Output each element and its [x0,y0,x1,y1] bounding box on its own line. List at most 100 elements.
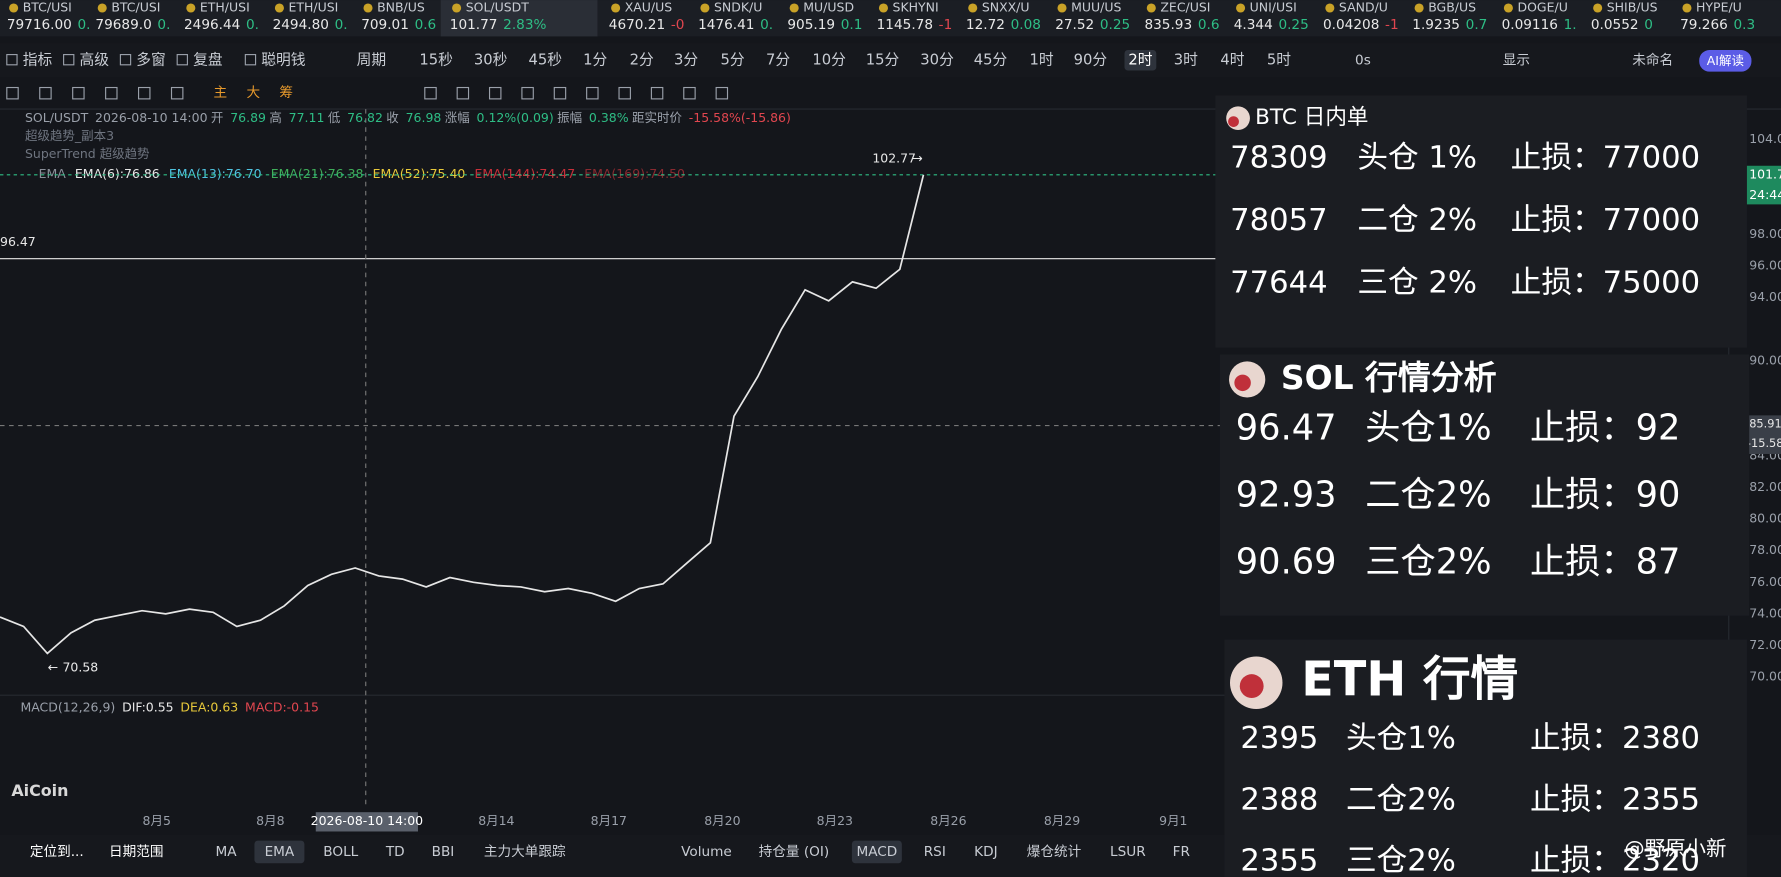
tool-button[interactable]: 指标 [23,51,53,68]
ticker-quote[interactable]: 0.09116 1. [1502,17,1577,33]
period-button[interactable]: 45秒 [528,51,562,68]
ticker-name[interactable]: BGB/US [1428,0,1476,15]
ticker-name[interactable]: MU/USD [803,0,854,15]
ticker-name[interactable]: UNI/USI [1250,0,1297,15]
bottom-tab[interactable]: EMA [265,844,295,860]
level-label: 96.47 [0,234,36,249]
bottom-tab[interactable]: MA [215,844,237,860]
bottom-tab[interactable]: BOLL [323,844,358,860]
period-button[interactable]: 30分 [920,51,954,68]
toolbar-right[interactable]: 显示 [1503,52,1530,68]
ticker-name[interactable]: ZEC/USI [1160,0,1210,15]
period-button[interactable]: 90分 [1074,51,1108,68]
period-button[interactable]: 5分 [721,51,745,68]
ticker-name[interactable]: SAND/U [1339,0,1388,15]
ticker-name[interactable]: SKHYNI [893,0,939,15]
bottom-tab[interactable]: 爆仓统计 [1027,844,1082,860]
ticker-name[interactable]: XAU/US [625,0,673,15]
ticker-quote[interactable]: 0.04208 -1 [1323,17,1399,33]
bottom-tab[interactable]: TD [385,844,405,860]
bottom-tab[interactable]: KDJ [974,844,997,860]
ticker-icon [1593,3,1603,13]
ticker-name[interactable]: BNB/US [377,0,425,15]
indicator-label: SuperTrend 超级趋势 [25,146,150,161]
ticker-quote[interactable]: 1145.78 -1 [877,17,953,33]
info-item: 0.38% [589,110,629,125]
panel-cell: 96.47 [1236,407,1337,448]
period-button[interactable]: 15秒 [419,51,453,68]
period-button[interactable]: 5时 [1267,51,1291,68]
period-button[interactable]: 45分 [974,51,1008,68]
ticker-quote[interactable]: 79689.0 0. [95,17,170,33]
ticker-quote[interactable]: 79716.00 0. [7,17,91,33]
period-button[interactable]: 1分 [583,51,607,68]
ticker-quote[interactable]: 0.0552 0 [1591,17,1653,33]
ai-button[interactable]: AI解读 [1707,53,1744,68]
ticker-name[interactable]: SHIB/US [1607,0,1658,15]
ticker-name[interactable]: HYPE/U [1696,0,1742,15]
bottom-tab[interactable]: BBI [432,844,455,860]
period-button[interactable]: 3时 [1174,51,1198,68]
ticker-icon [968,3,978,13]
drawing-tag[interactable]: 筹 [279,84,293,101]
ticker-quote[interactable]: 2496.44 0. [184,17,259,33]
ticker-name[interactable]: ETH/USI [289,0,339,15]
period-button[interactable]: 2时 [1128,51,1152,68]
bottom-tab[interactable]: Volume [681,844,732,860]
ticker-quote[interactable]: 905.19 0.1 [787,17,862,33]
ticker-quote[interactable]: 12.72 0.08 [966,17,1041,33]
panel-title: ETH 行情 [1301,653,1518,708]
ticker-quote[interactable]: 1476.41 0. [698,17,773,33]
drawing-tag[interactable]: 主 [214,85,228,101]
ticker-name[interactable]: SNDK/U [714,0,762,15]
ticker-name[interactable]: BTC/USI [111,0,160,15]
ticker-icon [789,3,799,13]
bottom-tab[interactable]: FR [1173,844,1191,860]
bottom-tab[interactable]: 日期范围 [109,844,163,860]
period-button[interactable]: 4时 [1220,51,1244,68]
tool-button[interactable]: 聪明钱 [261,51,306,68]
ticker-quote[interactable]: 101.77 2.83% [450,17,547,33]
period-button[interactable]: 2分 [630,51,654,68]
ticker-quote[interactable]: 4670.21 -0 [609,17,685,33]
period-menu[interactable]: 周期 [357,51,387,68]
ticker-name[interactable]: SNXX/U [982,0,1030,15]
period-button[interactable]: 30秒 [474,51,508,68]
ticker-quote[interactable]: 79.266 0.3 [1680,17,1755,33]
period-button[interactable]: 7分 [766,51,790,68]
bottom-tab[interactable]: 持仓量 (OI) [759,844,830,860]
panel-cell: 头仓1% [1365,407,1491,448]
period-button[interactable]: 1时 [1029,51,1053,68]
ticker-name[interactable]: DOGE/U [1517,0,1567,15]
draw-icon [39,86,52,100]
ticker-name[interactable]: SOL/USDT [466,0,530,15]
drawing-tag[interactable]: 大 [246,85,260,101]
ticker-quote[interactable]: 835.93 0.6 [1144,17,1219,33]
ticker-name[interactable]: ETH/USI [200,0,250,15]
ticker-price: 4670.21 [609,17,665,33]
ticker-name[interactable]: MUU/US [1071,0,1121,15]
ticker-name[interactable]: BTC/USI [23,0,72,15]
tool-button[interactable]: 多窗 [136,50,166,68]
ticker-quote[interactable]: 27.52 0.25 [1055,17,1130,33]
toolbar-right[interactable]: 未命名 [1632,51,1673,68]
ticker-quote[interactable]: 2494.80 0. [273,17,348,33]
tool-button[interactable]: 复盘 [193,50,223,68]
period-button[interactable]: 10分 [812,51,846,68]
macd-legend: MACD(12,26,9) DIF:0.55 DEA:0.63 MACD:-0.15 [20,699,319,714]
draw-icon [488,86,502,100]
toolbar-right[interactable]: 0s [1355,52,1371,68]
bottom-tab[interactable]: LSUR [1110,844,1146,860]
bottom-tab[interactable]: RSI [924,844,946,860]
ticker-change: 2.83% [503,17,546,33]
ticker-price: 27.52 [1055,17,1094,33]
tool-button[interactable]: 高级 [80,51,110,68]
bottom-tab[interactable]: 定位到... [30,844,84,860]
period-button[interactable]: 3分 [674,51,698,68]
period-button[interactable]: 15分 [866,51,900,68]
bottom-tab[interactable]: MACD [856,844,897,860]
bottom-tab[interactable]: 主力大单跟踪 [484,844,566,860]
ticker-quote[interactable]: 4.344 0.25 [1234,17,1309,33]
ticker-quote[interactable]: 709.01 0.6 [361,17,436,33]
ticker-quote[interactable]: 1.9235 0.7 [1412,17,1487,33]
